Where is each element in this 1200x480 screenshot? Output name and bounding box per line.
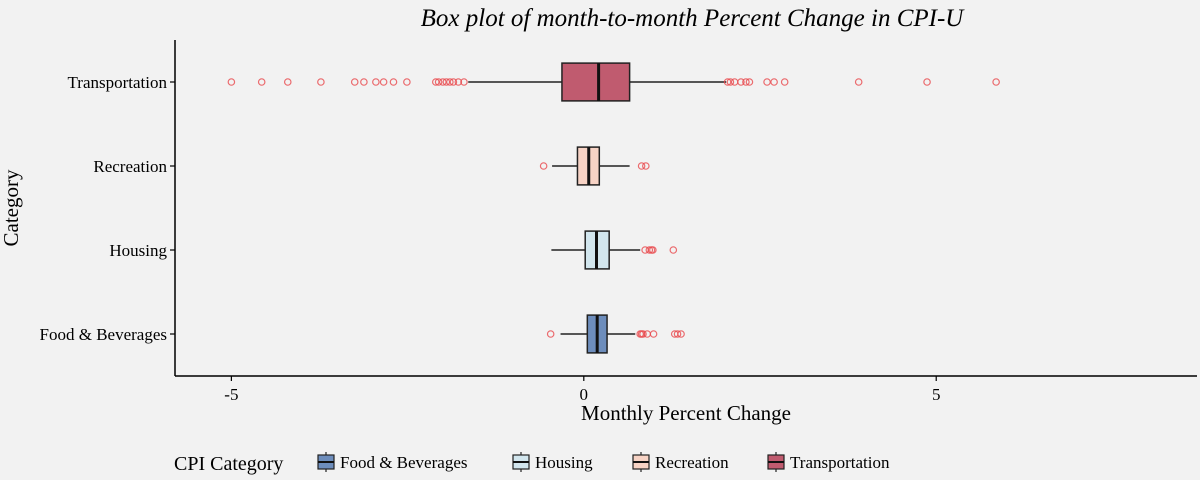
y-tick-label: Food & Beverages bbox=[40, 325, 167, 344]
box-housing bbox=[551, 230, 678, 270]
outlier-point bbox=[446, 78, 454, 86]
outlier-point bbox=[257, 78, 266, 86]
outlier-point bbox=[360, 78, 368, 86]
outlier-point bbox=[546, 330, 555, 338]
box-food-beverages bbox=[546, 314, 685, 354]
outlier-point bbox=[403, 78, 411, 86]
outlier-point bbox=[642, 162, 650, 170]
outlier-point bbox=[726, 78, 735, 86]
outlier-point bbox=[673, 330, 682, 338]
outlier-point bbox=[669, 246, 678, 254]
box-transportation bbox=[227, 62, 1000, 102]
legend-item-food-beverages: Food & Beverages bbox=[317, 452, 467, 472]
outlier-point bbox=[434, 78, 443, 86]
outlier-point bbox=[923, 78, 931, 86]
outlier-point bbox=[283, 78, 292, 86]
outlier-point bbox=[649, 330, 658, 338]
x-axis-title: Monthly Percent Change bbox=[581, 401, 791, 425]
outlier-point bbox=[439, 78, 447, 86]
outlier-point bbox=[637, 162, 646, 170]
outlier-point bbox=[770, 78, 778, 86]
x-tick-label: -5 bbox=[224, 385, 238, 404]
outlier-point bbox=[780, 78, 789, 86]
outlier-point bbox=[645, 246, 654, 254]
outlier-point bbox=[317, 78, 325, 86]
outlier-point bbox=[539, 162, 548, 170]
outlier-point bbox=[723, 78, 732, 86]
outlier-point bbox=[431, 78, 440, 86]
outlier-point bbox=[379, 78, 388, 86]
outlier-point bbox=[639, 330, 647, 338]
y-tick-label: Recreation bbox=[93, 157, 167, 176]
legend-item-housing: Housing bbox=[512, 452, 593, 472]
legend-label: Recreation bbox=[655, 453, 729, 472]
legend-item-recreation: Recreation bbox=[632, 452, 729, 472]
outlier-point bbox=[454, 78, 463, 86]
x-tick-label: 5 bbox=[932, 385, 941, 404]
legend-item-transportation: Transportation bbox=[767, 452, 890, 472]
outlier-point bbox=[449, 78, 458, 86]
chart-title: Box plot of month-to-month Percent Chang… bbox=[421, 5, 966, 32]
box-recreation bbox=[539, 146, 650, 186]
plot-area bbox=[227, 62, 1000, 354]
box-iqr bbox=[561, 62, 631, 102]
outlier-point bbox=[745, 78, 754, 86]
outlier-point bbox=[350, 78, 359, 86]
x-axis-ticks: -5 0 5 bbox=[224, 376, 940, 404]
legend: CPI Category Food & Beverages Housing Recr… bbox=[174, 452, 890, 475]
y-axis-title: Category bbox=[0, 169, 23, 246]
outlier-point bbox=[854, 78, 863, 86]
outlier-point bbox=[992, 78, 1000, 86]
outlier-point bbox=[227, 78, 236, 86]
outlier-point bbox=[460, 78, 468, 86]
outlier-point bbox=[742, 78, 750, 86]
legend-title: CPI Category bbox=[174, 453, 283, 475]
outlier-point bbox=[372, 78, 380, 86]
legend-label: Food & Beverages bbox=[340, 453, 467, 472]
outlier-point bbox=[730, 78, 739, 86]
legend-label: Housing bbox=[535, 453, 593, 472]
outlier-point bbox=[737, 78, 745, 86]
y-tick-label: Transportation bbox=[68, 73, 168, 92]
x-tick-label: 0 bbox=[580, 385, 589, 404]
y-tick-label: Housing bbox=[109, 241, 167, 260]
outlier-point bbox=[649, 246, 657, 254]
outlier-point bbox=[763, 78, 771, 86]
legend-label: Transportation bbox=[790, 453, 890, 472]
y-axis-ticks: Food & Beverages Housing Recreation Transpo… bbox=[40, 73, 175, 344]
outlier-point bbox=[389, 78, 398, 86]
outlier-point bbox=[677, 330, 685, 338]
outlier-point bbox=[442, 78, 451, 86]
